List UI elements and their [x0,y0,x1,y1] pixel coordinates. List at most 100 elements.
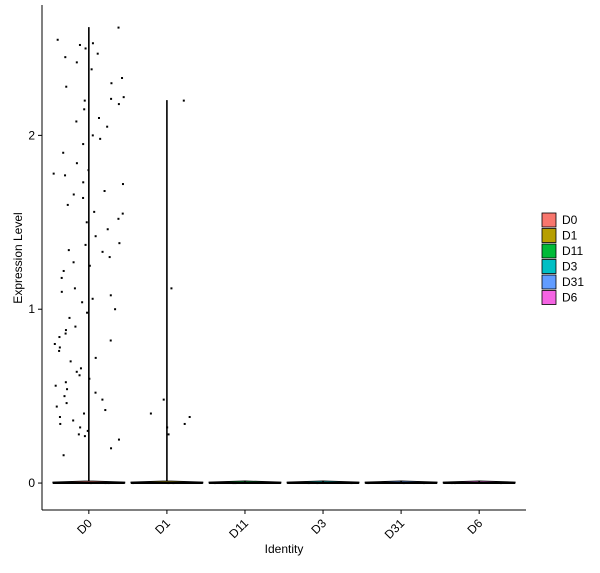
point [107,482,110,485]
point [79,367,82,370]
point [114,308,117,311]
point [58,415,61,418]
point [109,294,112,297]
point [82,181,85,184]
point [87,169,90,172]
x-tick-label: D1 [152,516,173,537]
point [74,325,77,328]
point [89,482,92,485]
point [91,297,94,300]
y-tick-label: 0 [28,476,35,490]
point [64,381,67,384]
x-tick-label: D3 [308,516,329,537]
point [104,409,107,412]
point [65,402,68,405]
legend-swatch [541,274,557,290]
point [109,339,112,342]
point [121,212,124,215]
point [60,276,63,279]
point [68,316,71,319]
point [83,108,86,111]
point [367,482,370,485]
point [66,203,69,206]
legend-label: D31 [562,275,584,289]
point [52,172,55,175]
point [66,388,69,391]
point [94,235,97,238]
point [453,482,456,485]
legend-swatch [541,212,557,228]
point [149,412,152,415]
legend-label: D0 [562,213,578,227]
point [64,329,67,332]
point [62,151,65,154]
point [56,38,59,41]
point [106,228,109,231]
point [121,77,124,80]
point [96,52,99,55]
point [213,482,216,485]
point [93,210,96,213]
point [450,482,453,485]
point [64,332,67,335]
point [64,56,67,59]
point [81,301,84,304]
point [117,217,120,220]
point [117,103,120,106]
point [170,287,173,290]
legend-swatch [541,228,557,243]
x-tick-label: D31 [382,516,408,542]
point [91,134,94,137]
y-axis-title: Expression Level [11,212,25,303]
point [67,249,70,252]
point [172,482,175,485]
point [101,250,104,253]
point [121,183,124,186]
point [82,143,85,146]
point [58,349,61,352]
point [58,346,61,349]
point [167,482,170,485]
point [167,433,170,436]
legend-label: D1 [562,229,578,243]
point [88,377,91,380]
legend-label: D3 [562,260,578,274]
point [83,99,86,102]
point [82,196,85,199]
legend-label: D11 [562,244,583,258]
point [62,269,65,272]
point [110,97,113,100]
point [103,190,106,193]
point [88,264,91,267]
point [117,26,120,29]
point [83,412,86,415]
point [79,426,82,429]
point [59,422,62,425]
legend-label: D6 [562,291,578,305]
point [110,447,113,450]
point [83,435,86,438]
point [234,482,237,485]
point [499,482,502,485]
point [402,482,405,485]
point [63,395,66,398]
point [94,356,97,359]
point [62,454,65,457]
point [75,61,78,64]
point [58,336,61,339]
point [84,47,87,50]
x-axis-title: Identity [265,542,304,556]
point [166,426,169,429]
point [104,482,107,485]
violin [52,27,126,484]
point [350,482,353,485]
point [72,419,75,422]
point [316,482,319,485]
point [54,384,57,387]
point [75,370,78,373]
point [60,290,63,293]
point [423,482,425,485]
legend-swatch [541,259,557,274]
point [90,68,93,71]
point [182,99,185,102]
